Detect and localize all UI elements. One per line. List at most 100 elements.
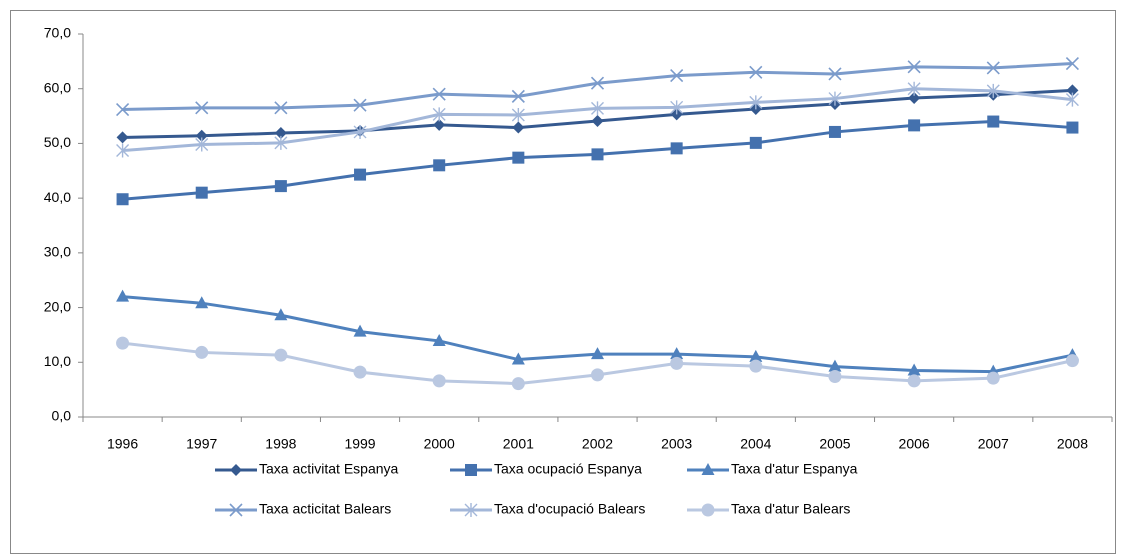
legend-marker xyxy=(701,463,715,475)
y-tick-label: 20,0 xyxy=(44,298,71,314)
data-point xyxy=(274,127,287,140)
data-point xyxy=(116,336,130,350)
x-tick-label: 1996 xyxy=(107,436,138,452)
chart-border xyxy=(10,10,1116,554)
data-point xyxy=(828,67,842,81)
x-tick-label: 2004 xyxy=(740,436,771,452)
legend-marker xyxy=(464,503,478,517)
legend-label: Taxa ocupació Espanya xyxy=(494,461,642,477)
data-point xyxy=(591,148,604,161)
data-point xyxy=(590,76,605,90)
data-point xyxy=(670,142,683,155)
data-point xyxy=(353,98,367,112)
data-point xyxy=(1066,84,1079,97)
data-point xyxy=(908,92,921,105)
data-point xyxy=(749,136,762,149)
data-point xyxy=(116,143,130,158)
legend-label: Taxa d'ocupació Balears xyxy=(494,501,645,517)
data-point xyxy=(432,87,446,101)
x-tick-label: 1999 xyxy=(344,436,375,452)
data-point xyxy=(511,377,525,391)
data-point xyxy=(828,91,842,106)
data-point xyxy=(670,69,684,83)
data-point xyxy=(512,121,525,134)
data-point xyxy=(116,131,129,144)
data-point xyxy=(195,129,208,142)
data-point xyxy=(591,101,604,116)
legend-label: Taxa acticitat Balears xyxy=(259,501,391,517)
y-tick-label: 40,0 xyxy=(44,189,71,205)
data-point xyxy=(195,137,209,152)
data-point xyxy=(1065,354,1079,368)
data-point xyxy=(670,100,684,115)
data-point xyxy=(907,374,921,388)
data-point xyxy=(828,125,841,138)
legend-marker xyxy=(229,503,243,517)
data-point xyxy=(670,356,684,370)
data-point xyxy=(749,349,763,362)
y-tick-label: 0,0 xyxy=(52,408,72,424)
x-tick-label: 2005 xyxy=(819,436,850,452)
data-point xyxy=(274,135,288,150)
data-point xyxy=(1065,92,1079,107)
data-point xyxy=(986,371,1000,385)
y-tick-label: 30,0 xyxy=(44,244,71,260)
data-point xyxy=(353,365,367,379)
y-tick-label: 70,0 xyxy=(44,25,71,41)
x-tick-label: 2008 xyxy=(1057,436,1088,452)
legend-label: Taxa d'atur Espanya xyxy=(731,461,858,477)
data-point xyxy=(591,347,604,360)
legend-label: Taxa activitat Espanya xyxy=(259,461,399,477)
data-point xyxy=(433,118,446,131)
data-point xyxy=(195,101,209,115)
legend-label: Taxa d'atur Balears xyxy=(731,501,850,517)
data-point xyxy=(512,151,525,164)
data-point xyxy=(353,124,367,139)
data-point xyxy=(987,115,1000,128)
data-point xyxy=(749,65,763,79)
y-tick-label: 60,0 xyxy=(44,79,71,95)
data-point xyxy=(511,89,525,103)
data-point xyxy=(591,368,604,382)
data-point xyxy=(1065,56,1079,71)
data-point xyxy=(908,119,921,132)
legend-marker xyxy=(701,503,715,517)
data-point xyxy=(670,108,683,121)
data-point xyxy=(433,159,446,172)
data-point xyxy=(986,83,1000,98)
data-point xyxy=(828,370,842,384)
data-point xyxy=(828,359,842,372)
data-point xyxy=(432,333,446,346)
x-tick-label: 2002 xyxy=(582,436,613,452)
data-point xyxy=(511,107,525,122)
data-point xyxy=(116,289,130,302)
data-point xyxy=(749,359,763,373)
data-point xyxy=(274,308,288,321)
x-tick-label: 2003 xyxy=(661,436,692,452)
data-point xyxy=(670,347,684,360)
data-point xyxy=(986,61,1000,75)
data-point xyxy=(274,101,288,115)
data-point xyxy=(274,348,288,362)
data-point xyxy=(907,363,921,376)
data-point xyxy=(591,114,604,127)
data-point xyxy=(511,352,525,365)
y-tick-label: 10,0 xyxy=(44,353,71,369)
data-point xyxy=(907,60,921,74)
data-point xyxy=(195,345,209,359)
data-point xyxy=(195,296,209,309)
data-point xyxy=(353,324,367,337)
x-tick-label: 1998 xyxy=(265,436,296,452)
x-tick-label: 2007 xyxy=(978,436,1009,452)
x-tick-label: 2006 xyxy=(899,436,930,452)
data-point xyxy=(1066,121,1079,134)
x-tick-label: 2001 xyxy=(503,436,534,452)
x-tick-label: 1997 xyxy=(186,436,217,452)
legend-marker xyxy=(465,464,477,476)
data-point xyxy=(432,107,446,122)
data-point xyxy=(432,374,446,388)
data-point xyxy=(116,102,130,117)
data-point xyxy=(116,193,129,206)
x-tick-label: 2000 xyxy=(424,436,455,452)
